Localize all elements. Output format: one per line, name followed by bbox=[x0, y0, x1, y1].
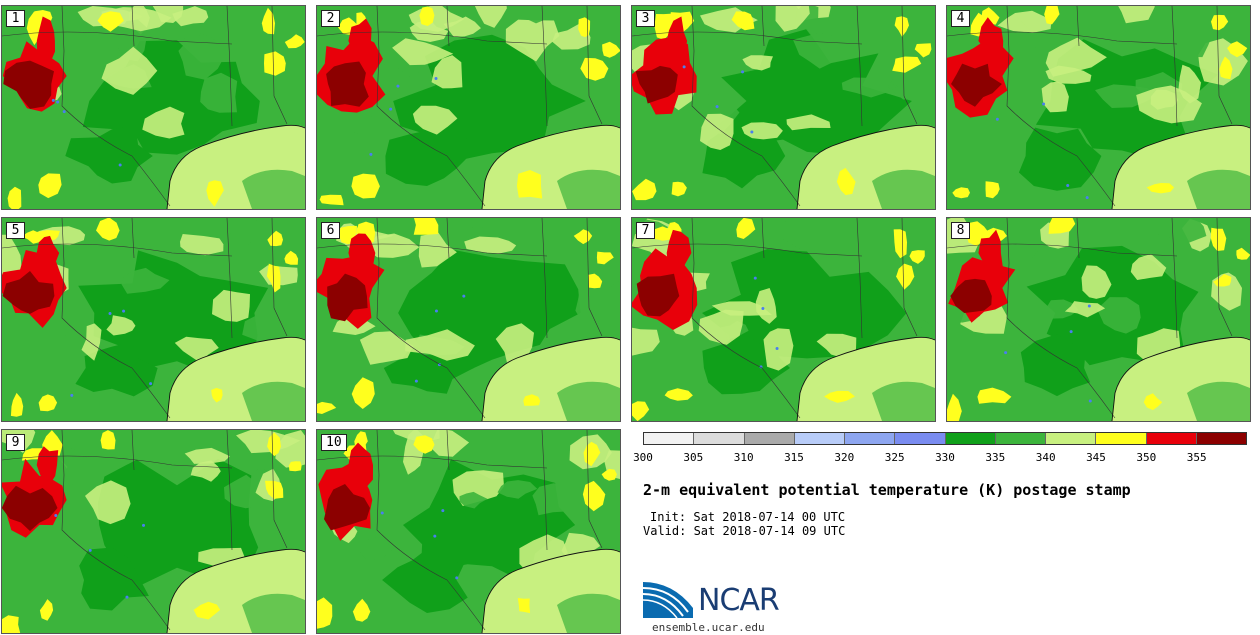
colorbar-segment bbox=[1196, 433, 1246, 444]
colorbar-tick-label: 340 bbox=[1035, 451, 1056, 464]
colorbar-segment bbox=[995, 433, 1046, 444]
map-image bbox=[317, 218, 620, 421]
colorbar-segment bbox=[694, 433, 745, 444]
member-panel: 7 bbox=[631, 217, 936, 422]
member-number: 4 bbox=[951, 10, 970, 27]
colorbar-tick-label: 315 bbox=[784, 451, 804, 464]
map-image bbox=[317, 430, 620, 633]
colorbar-ticks: 300 305 310 315 320 325 330 335 340 345 350 355 bbox=[633, 451, 1247, 465]
colorbar-tick-label: 310 bbox=[733, 451, 754, 464]
figure-title: 2-m equivalent potential temperature (K)… bbox=[643, 481, 1131, 499]
colorbar-tick-label: 330 bbox=[935, 451, 955, 464]
colorbar bbox=[643, 432, 1247, 445]
colorbar-tick-label: 300 bbox=[633, 451, 653, 464]
colorbar-segment bbox=[1096, 433, 1147, 444]
member-number: 6 bbox=[321, 222, 340, 239]
member-number: 10 bbox=[321, 434, 347, 451]
member-panel: 4 bbox=[946, 5, 1251, 210]
member-number: 9 bbox=[6, 434, 25, 451]
ncar-logo-icon bbox=[643, 582, 693, 619]
map-image bbox=[947, 218, 1250, 421]
map-image bbox=[317, 6, 620, 209]
member-number: 5 bbox=[6, 222, 25, 239]
colorbar-tick-label: 355 bbox=[1186, 451, 1207, 464]
colorbar-segment bbox=[945, 433, 996, 444]
member-panel: 3 bbox=[631, 5, 936, 210]
map-image bbox=[947, 6, 1250, 209]
map-image bbox=[2, 430, 305, 633]
member-number: 7 bbox=[636, 222, 655, 239]
colorbar-tick-label: 325 bbox=[884, 451, 905, 464]
member-panel: 8 bbox=[946, 217, 1251, 422]
colorbar-segment bbox=[1046, 433, 1097, 444]
colorbar-segment bbox=[794, 433, 845, 444]
init-time: Init: Sat 2018-07-14 00 UTC bbox=[650, 510, 846, 524]
member-number: 2 bbox=[321, 10, 340, 27]
colorbar-tick-label: 320 bbox=[834, 451, 855, 464]
map-image bbox=[632, 6, 935, 209]
member-panel: 2 bbox=[316, 5, 621, 210]
logo-wordmark: NCAR bbox=[698, 583, 780, 618]
valid-time: Valid: Sat 2018-07-14 09 UTC bbox=[643, 524, 846, 538]
map-image bbox=[2, 6, 305, 209]
member-panel: 5 bbox=[1, 217, 306, 422]
colorbar-segment bbox=[895, 433, 946, 444]
colorbar-tick-label: 305 bbox=[683, 451, 704, 464]
colorbar-segment bbox=[845, 433, 896, 444]
member-panel: 9 bbox=[1, 429, 306, 634]
member-number: 3 bbox=[636, 10, 655, 27]
member-number: 8 bbox=[951, 222, 970, 239]
colorbar-tick-label: 335 bbox=[985, 451, 1006, 464]
colorbar-tick-label: 345 bbox=[1086, 451, 1106, 464]
member-panel: 6 bbox=[316, 217, 621, 422]
member-number: 1 bbox=[6, 10, 25, 27]
colorbar-segment bbox=[644, 433, 695, 444]
member-panel: 1 bbox=[1, 5, 306, 210]
colorbar-segment bbox=[1146, 433, 1197, 444]
map-image bbox=[632, 218, 935, 421]
map-image bbox=[2, 218, 305, 421]
colorbar-tick-label: 350 bbox=[1136, 451, 1157, 464]
member-panel: 10 bbox=[316, 429, 621, 634]
colorbar-segment bbox=[744, 433, 795, 444]
site-url: ensemble.ucar.edu bbox=[652, 621, 765, 634]
